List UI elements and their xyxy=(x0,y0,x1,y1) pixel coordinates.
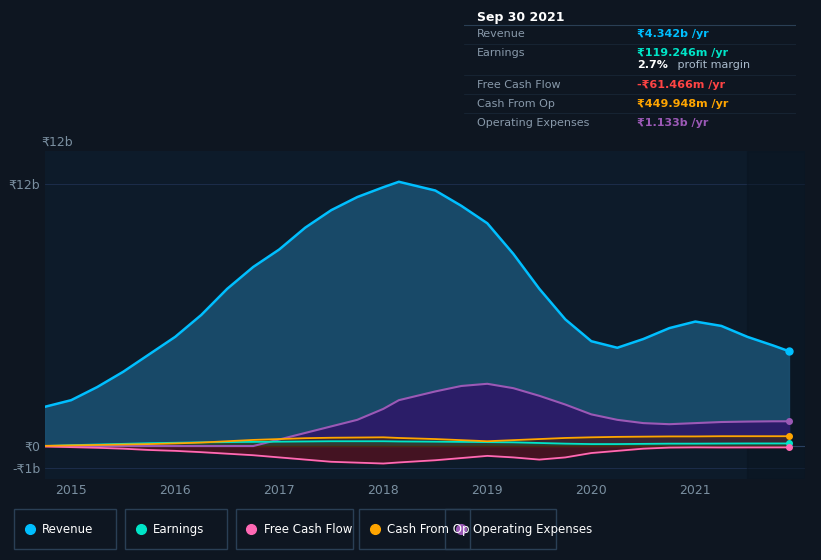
Text: Earnings: Earnings xyxy=(477,48,525,58)
Text: profit margin: profit margin xyxy=(674,59,750,69)
Text: Sep 30 2021: Sep 30 2021 xyxy=(477,11,565,24)
Text: Operating Expenses: Operating Expenses xyxy=(473,522,592,536)
Bar xyxy=(747,151,805,479)
Text: -₹61.466m /yr: -₹61.466m /yr xyxy=(637,80,725,90)
Text: Revenue: Revenue xyxy=(42,522,94,536)
Text: Free Cash Flow: Free Cash Flow xyxy=(477,80,561,90)
Text: 2.7%: 2.7% xyxy=(637,59,667,69)
Text: Cash From Op: Cash From Op xyxy=(477,99,555,109)
Text: ₹12b: ₹12b xyxy=(41,136,73,148)
Text: Free Cash Flow: Free Cash Flow xyxy=(264,522,352,536)
Bar xyxy=(125,509,227,549)
Text: Revenue: Revenue xyxy=(477,29,526,39)
Bar xyxy=(236,509,353,549)
Bar xyxy=(15,509,116,549)
Bar xyxy=(445,509,556,549)
Text: Cash From Op: Cash From Op xyxy=(387,522,470,536)
Text: Earnings: Earnings xyxy=(153,522,204,536)
Text: ₹449.948m /yr: ₹449.948m /yr xyxy=(637,99,728,109)
Text: ₹1.133b /yr: ₹1.133b /yr xyxy=(637,118,709,128)
Bar xyxy=(360,509,470,549)
Text: ₹119.246m /yr: ₹119.246m /yr xyxy=(637,48,728,58)
Text: ₹4.342b /yr: ₹4.342b /yr xyxy=(637,29,709,39)
Text: Operating Expenses: Operating Expenses xyxy=(477,118,589,128)
